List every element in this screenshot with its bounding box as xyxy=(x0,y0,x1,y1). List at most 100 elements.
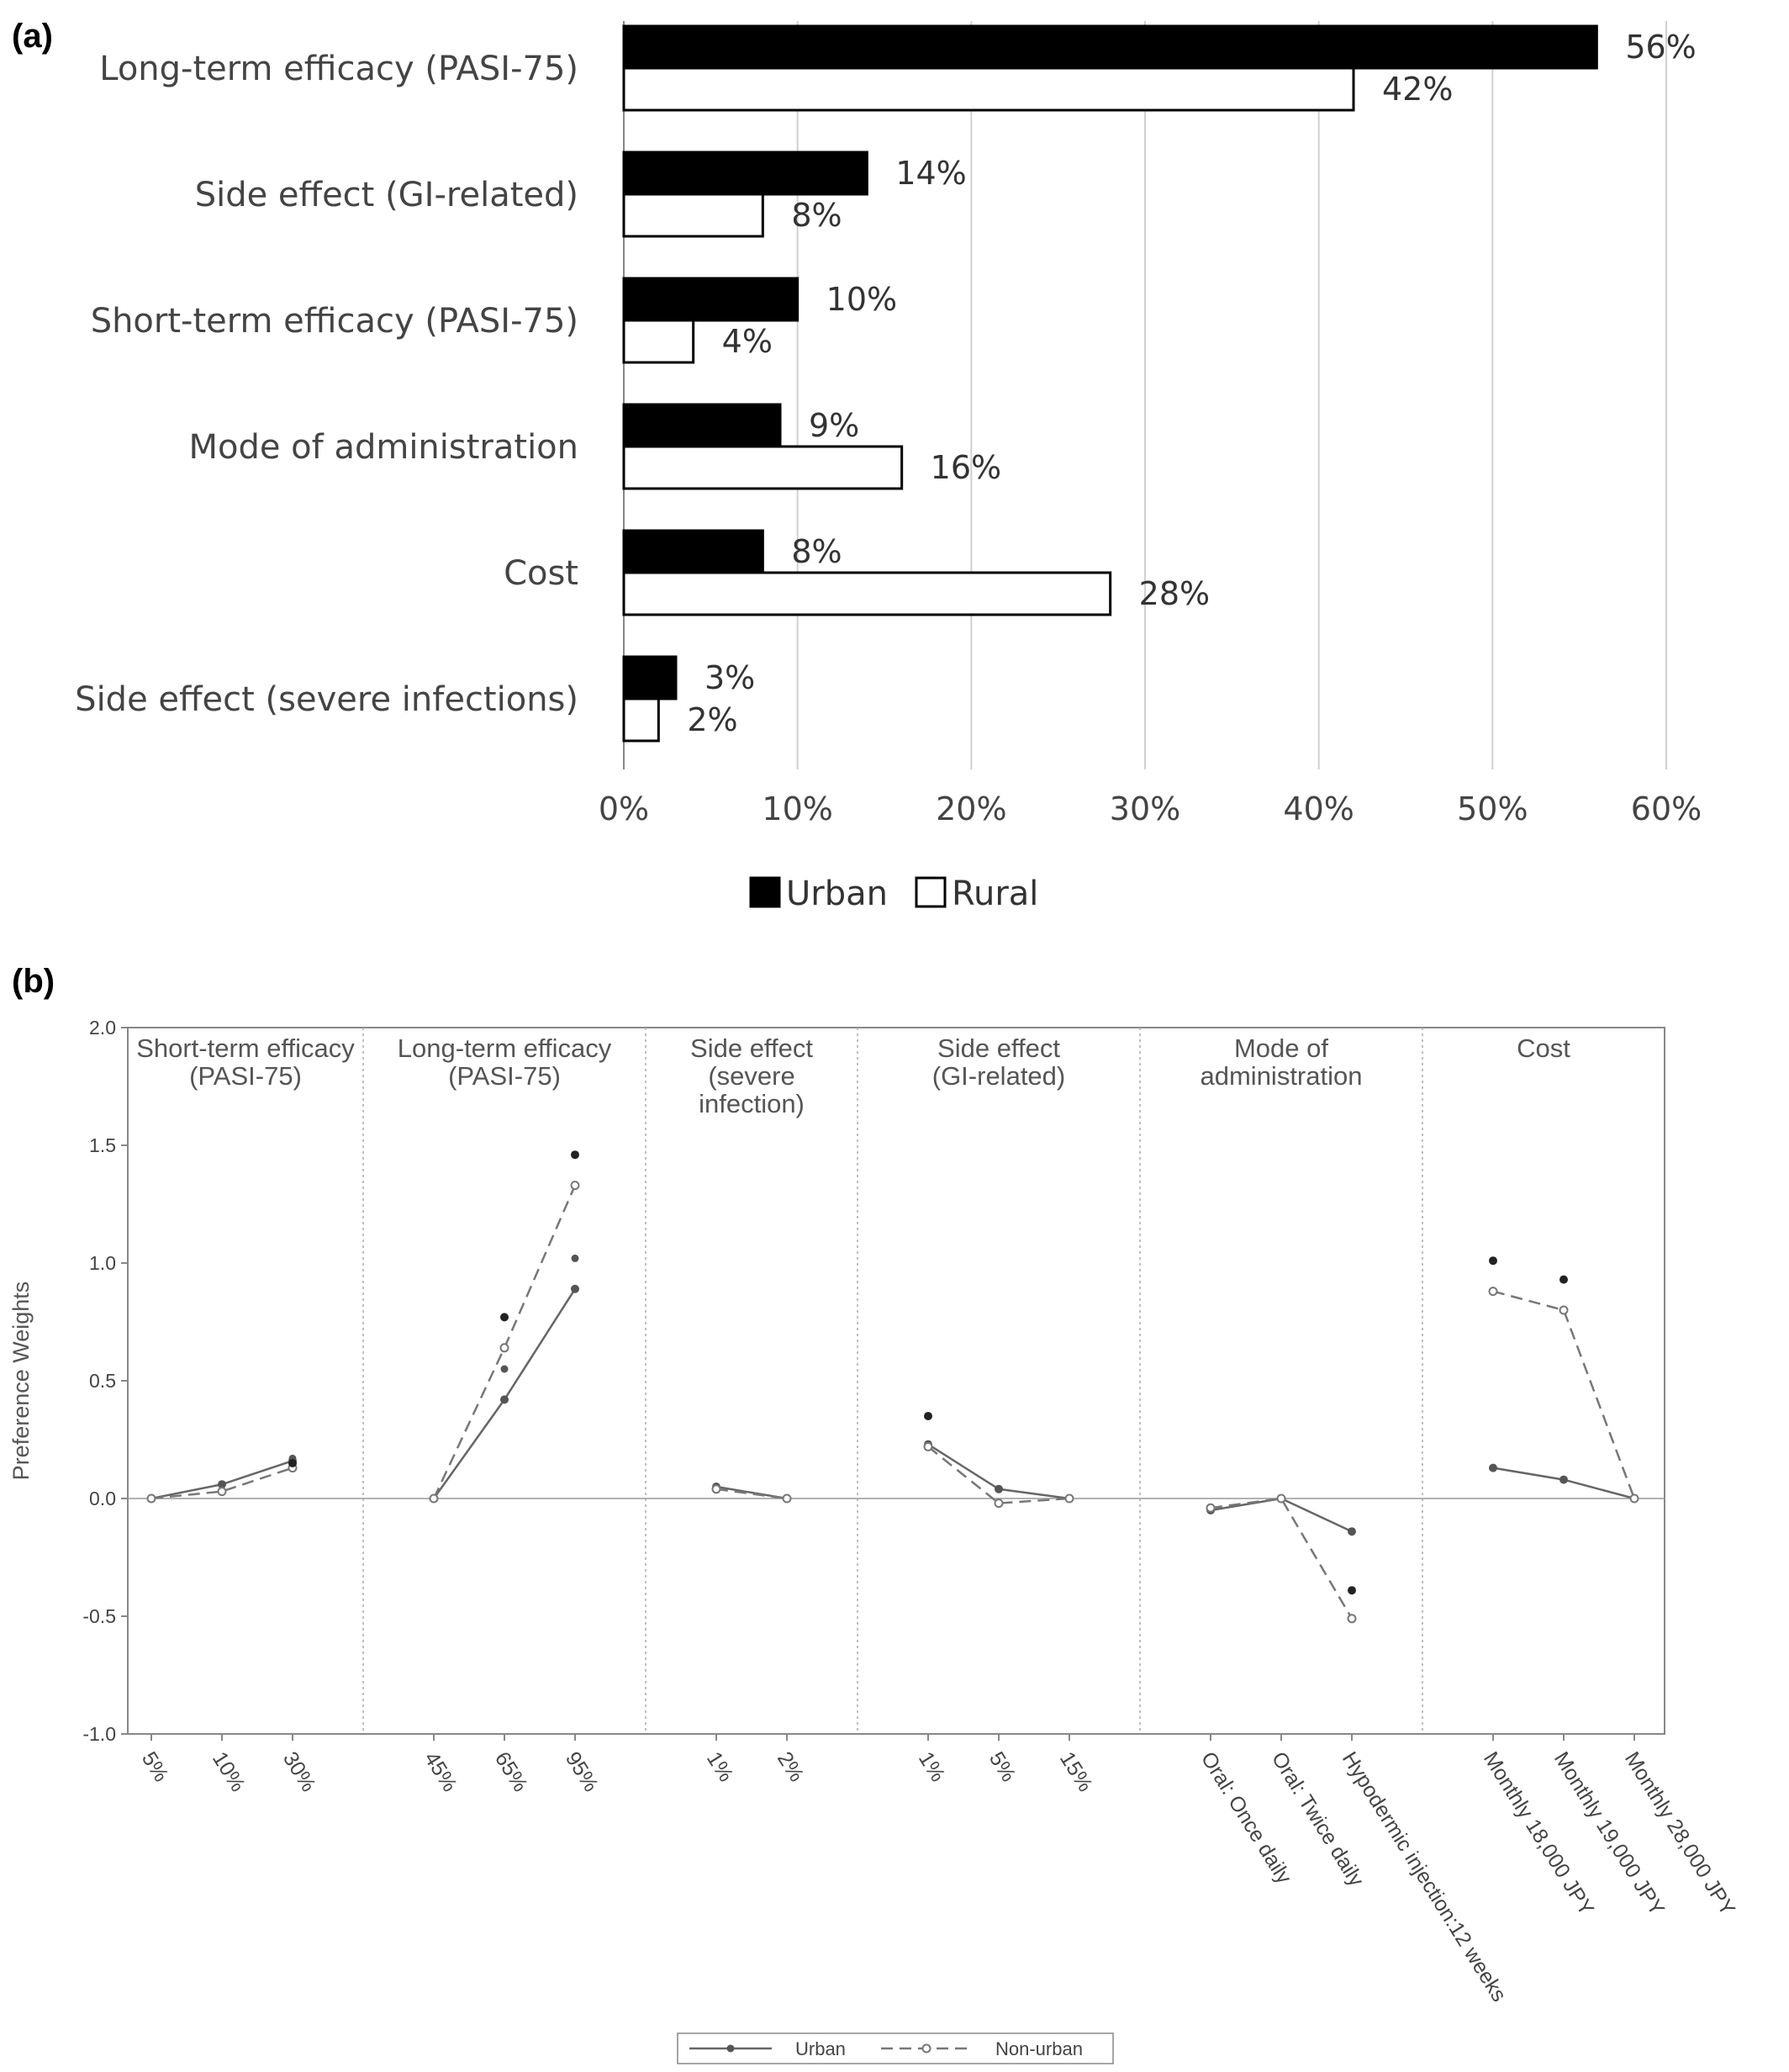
bar-urban-short-term-efficacy-pasi-75 xyxy=(622,277,800,322)
point-non-urban-2 xyxy=(782,1493,792,1504)
plot-frame xyxy=(127,1027,1665,1735)
x-tick-label-5: 5% xyxy=(984,1747,1021,1785)
x-tick-label-1: 1% xyxy=(702,1747,738,1785)
x-tick-label-20: 20% xyxy=(936,790,1006,827)
data-label-urban-side-effect-gi-related: 14% xyxy=(895,155,966,192)
data-label-rural-short-term-efficacy-pasi-75: 4% xyxy=(722,323,773,360)
y-tick-label-0-0: 0.0 xyxy=(89,1488,116,1509)
point-non-urban-5 xyxy=(994,1498,1004,1509)
data-label-rural-side-effect-severe-infections: 2% xyxy=(687,701,737,738)
point-non-urban-monthly-19-000-jpy xyxy=(1559,1305,1569,1315)
panel-a-label: (a) xyxy=(12,18,53,55)
legend-swatch-urban xyxy=(749,876,781,908)
marker-non-urban-extra-monthly-18-000-jpy xyxy=(1489,1256,1497,1266)
point-urban-65 xyxy=(500,1395,509,1404)
series-line-urban-mode-of-administration xyxy=(1210,1497,1353,1533)
legend-label-urban: Urban xyxy=(786,875,888,913)
category-label-mode-of-administration: Mode of administration xyxy=(188,428,578,467)
x-tick-label-45: 45% xyxy=(420,1747,462,1795)
point-urban-hypodermic-injection-12-weeks xyxy=(1348,1527,1356,1536)
point-non-urban-1 xyxy=(923,1441,933,1451)
marker-urban-extra-95 xyxy=(571,1254,579,1262)
section-title-side-effect-severe-infection-line-3: infection) xyxy=(699,1089,805,1118)
category-label-short-term-efficacy-pasi-75: Short-term efficacy (PASI-75) xyxy=(91,302,578,341)
point-non-urban-65 xyxy=(499,1343,509,1353)
series-line-non-urban-side-effect-gi-related xyxy=(927,1446,1070,1504)
x-tick-label-60: 60% xyxy=(1631,790,1702,827)
bar-urban-cost xyxy=(622,529,764,574)
legend-label-urban: Urban xyxy=(795,2038,846,2059)
marker-non-urban-extra-95 xyxy=(571,1150,579,1160)
panel-b-line-chart: -1.0 -0.5 0.0 0.5 1.0 1.5 2.0 Preference Weight… xyxy=(8,1017,1739,2064)
point-non-urban-oral-twice-daily xyxy=(1276,1493,1286,1504)
section-title-side-effect-gi-related-line-1: Side effect xyxy=(937,1033,1060,1063)
x-tick-label-10: 10% xyxy=(208,1747,250,1795)
point-urban-10 xyxy=(218,1480,226,1489)
category-label-side-effect-severe-infections: Side effect (severe infections) xyxy=(75,680,578,719)
point-non-urban-95 xyxy=(570,1181,580,1191)
section-title-mode-of-administration-line-1: Mode of xyxy=(1234,1033,1328,1063)
x-tick-label-30: 30% xyxy=(278,1747,320,1795)
y-tick-label-1-0: 1.0 xyxy=(89,1252,116,1274)
bar-urban-side-effect-gi-related xyxy=(622,151,868,196)
marker-non-urban-extra-hypodermic-injection-12-weeks xyxy=(1348,1586,1356,1595)
x-tick-label-1: 1% xyxy=(914,1747,950,1785)
data-label-rural-mode-of-administration: 16% xyxy=(931,449,1001,486)
bar-urban-side-effect-severe-infections xyxy=(622,655,678,700)
bar-rural-cost xyxy=(622,571,1112,616)
marker-urban-extra-65 xyxy=(500,1365,509,1373)
data-label-rural-side-effect-gi-related: 8% xyxy=(791,197,842,234)
bar-rural-long-term-efficacy-pasi-75 xyxy=(622,66,1355,112)
series-line-non-urban-short-term-efficacy-pasi-75 xyxy=(150,1467,293,1500)
category-label-long-term-efficacy-pasi-75: Long-term efficacy (PASI-75) xyxy=(99,50,578,88)
bar-rural-side-effect-gi-related xyxy=(622,193,764,238)
data-label-urban-mode-of-administration: 9% xyxy=(809,407,859,444)
x-tick-label-10: 10% xyxy=(762,790,832,827)
data-label-urban-side-effect-severe-infections: 3% xyxy=(705,659,755,696)
marker-non-urban-extra-monthly-19-000-jpy xyxy=(1559,1275,1568,1284)
section-title-mode-of-administration-line-2: administration xyxy=(1201,1061,1363,1091)
category-label-cost: Cost xyxy=(504,554,578,593)
legend-marker-non-urban xyxy=(921,2043,931,2054)
marker-non-urban-extra-1 xyxy=(924,1412,932,1420)
x-tick-label-30: 30% xyxy=(1110,790,1180,827)
panel-b-label: (b) xyxy=(12,963,55,1000)
category-label-side-effect-gi-related: Side effect (GI-related) xyxy=(195,176,578,214)
series-line-non-urban-mode-of-administration xyxy=(1210,1497,1354,1620)
data-label-urban-long-term-efficacy-pasi-75: 56% xyxy=(1625,29,1696,66)
point-non-urban-10 xyxy=(217,1487,227,1497)
bar-rural-short-term-efficacy-pasi-75 xyxy=(622,319,695,364)
series-line-non-urban-side-effect-severe xyxy=(715,1488,788,1500)
marker-non-urban-extra-65 xyxy=(500,1313,509,1322)
x-tick-label-50: 50% xyxy=(1457,790,1528,827)
x-tick-label-40: 40% xyxy=(1283,790,1354,827)
point-non-urban-monthly-28-000-jpy xyxy=(1629,1493,1639,1504)
series-line-non-urban-cost xyxy=(1492,1290,1636,1499)
point-urban-monthly-19-000-jpy xyxy=(1559,1475,1568,1484)
point-urban-5 xyxy=(995,1484,1003,1493)
legend-marker-urban xyxy=(726,2044,735,2053)
bar-rural-mode-of-administration xyxy=(622,445,904,490)
x-tick-label-95: 95% xyxy=(561,1747,603,1795)
point-non-urban-1 xyxy=(711,1484,721,1494)
section-title-cost-line-1: Cost xyxy=(1517,1033,1570,1063)
point-non-urban-5 xyxy=(146,1493,156,1504)
y-tick-label-2-0: 2.0 xyxy=(89,1017,116,1039)
point-non-urban-hypodermic-injection-12-weeks xyxy=(1347,1614,1357,1624)
point-urban-95 xyxy=(571,1284,579,1293)
legend-label-non-urban: Non-urban xyxy=(995,2038,1083,2059)
y-tick-label-0-5: -0.5 xyxy=(82,1605,116,1627)
point-urban-monthly-18-000-jpy xyxy=(1489,1463,1497,1472)
y-axis-label: Preference Weights xyxy=(8,1282,34,1481)
section-title-long-term-efficacy-pasi-75-line-2: (PASI-75) xyxy=(448,1061,561,1091)
data-label-urban-cost: 8% xyxy=(791,533,842,570)
section-title-short-term-efficacy-pasi-75-line-2: (PASI-75) xyxy=(189,1061,302,1091)
y-tick-label-1-5: 1.5 xyxy=(89,1134,116,1156)
data-label-urban-short-term-efficacy-pasi-75: 10% xyxy=(826,281,897,318)
x-tick-label-5: 5% xyxy=(137,1747,173,1785)
point-non-urban-oral-once-daily xyxy=(1206,1503,1216,1513)
data-label-rural-long-term-efficacy-pasi-75: 42% xyxy=(1382,71,1453,108)
section-title-side-effect-gi-related-line-2: (GI-related) xyxy=(932,1061,1065,1091)
panel-a-bar-chart: 0% 10% 20% 30% 40% 50% 60% Long-term efficacy (… xyxy=(75,21,1702,913)
